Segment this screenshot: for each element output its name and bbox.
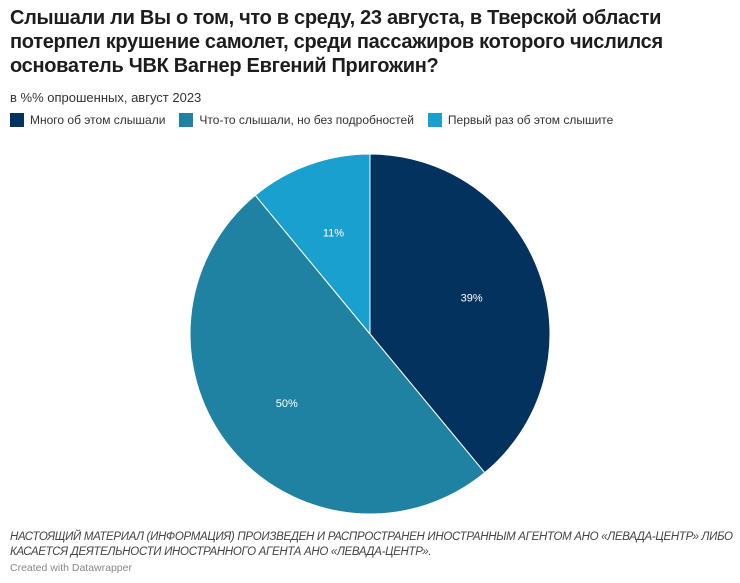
credit-link[interactable]: Created with Datawrapper — [10, 562, 132, 574]
chart-title: Слышали ли Вы о том, что в среду, 23 авг… — [10, 7, 663, 77]
legend-item: Много об этом слышали — [10, 113, 165, 127]
legend-swatch — [179, 113, 194, 127]
legend-item: Первый раз об этом слышите — [427, 113, 614, 127]
legend-swatch — [10, 113, 24, 127]
slice-label: 11% — [323, 227, 344, 239]
legend-label: Много об этом слышали — [30, 113, 166, 127]
slice-label: 39% — [461, 292, 483, 304]
disclaimer-note: НАСТОЯЩИЙ МАТЕРИАЛ (ИНФОРМАЦИЯ) ПРОИЗВЕД… — [10, 531, 733, 558]
pie-slice — [189, 194, 486, 515]
legend-item: Что-то слышали, но без подробностей — [179, 113, 414, 127]
legend-label: Что-то слышали, но без подробностей — [199, 113, 414, 127]
legend-label: Первый раз об этом слышите — [447, 113, 614, 127]
legend: Много об этом слышали Что-то слышали, но… — [10, 113, 613, 127]
pie-slice — [369, 153, 551, 474]
slice-label: 50% — [276, 398, 298, 410]
chart-subtitle: в %% опрошенных, август 2023 — [10, 90, 202, 105]
legend-swatch — [427, 113, 442, 127]
pie-slice — [254, 153, 371, 336]
